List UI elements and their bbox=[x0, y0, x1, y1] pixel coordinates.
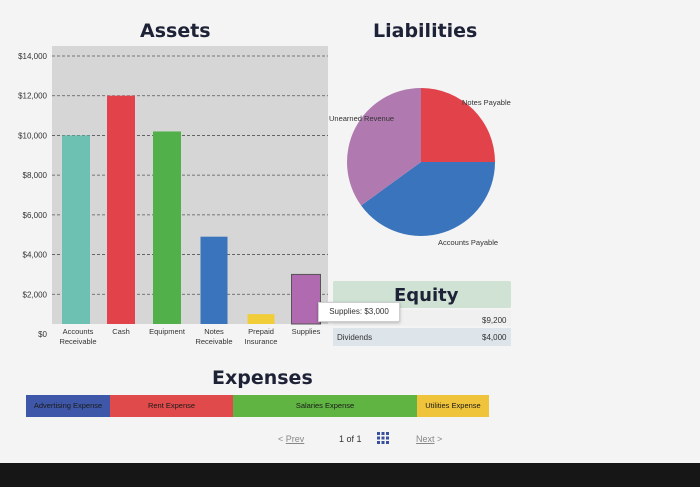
equity-title: Equity bbox=[394, 285, 459, 306]
y-tick-label: $8,000 bbox=[23, 171, 48, 180]
pie-slice-accounts-payable[interactable] bbox=[361, 162, 495, 237]
bar-accounts-receivable[interactable] bbox=[62, 135, 90, 324]
bottom-bar bbox=[0, 463, 700, 487]
x-tick-label: Prepaid bbox=[248, 327, 274, 336]
x-tick-label: Notes bbox=[204, 327, 224, 336]
y-axis-labels: $14,000 $12,000 $10,000 $8,000 $6,000 $4,000 $… bbox=[18, 52, 47, 339]
y-tick-label: $6,000 bbox=[23, 211, 48, 220]
dividends-value: $4,000 bbox=[482, 333, 507, 342]
next-label: Next bbox=[416, 434, 435, 444]
chevron-left-icon: < bbox=[278, 434, 286, 444]
x-tick-label: Equipment bbox=[149, 327, 186, 336]
pie-label: Accounts Payable bbox=[438, 238, 498, 247]
x-tick-label: Receivable bbox=[195, 337, 232, 346]
pie-label: Unearned Revenue bbox=[329, 114, 394, 123]
y-tick-label: $4,000 bbox=[23, 251, 48, 260]
dividends-row bbox=[333, 328, 511, 346]
bar-supplies[interactable] bbox=[291, 273, 321, 325]
dividends-label: Dividends bbox=[337, 333, 373, 342]
asset-bars bbox=[62, 95, 321, 325]
pie-label: Notes Payable bbox=[462, 98, 511, 107]
assets-title: Assets bbox=[140, 20, 211, 42]
y-tick-label: $14,000 bbox=[18, 52, 47, 61]
expenses-title: Expenses bbox=[212, 367, 313, 389]
supplies-tooltip: Supplies: $3,000 bbox=[318, 302, 400, 322]
y-tick-label: $2,000 bbox=[23, 290, 48, 299]
bar-cash[interactable] bbox=[107, 95, 135, 324]
bar-prepaid-insurance[interactable] bbox=[247, 314, 275, 324]
liabilities-title: Liabilities bbox=[373, 20, 478, 42]
equity-value: $9,200 bbox=[482, 316, 507, 325]
bar-equipment[interactable] bbox=[153, 131, 181, 324]
plot-background bbox=[52, 46, 328, 324]
expense-segment-rent[interactable]: Rent Expense bbox=[110, 395, 233, 417]
grid-icon[interactable] bbox=[377, 432, 389, 444]
pie-slice-unearned-revenue[interactable] bbox=[347, 88, 421, 206]
page-indicator: 1 of 1 bbox=[339, 434, 362, 444]
pie-slice-notes-payable[interactable] bbox=[421, 88, 495, 162]
y-tick-label: $0 bbox=[38, 330, 47, 339]
x-tick-label: Supplies bbox=[292, 327, 321, 336]
charts-canvas: $14,000 $12,000 $10,000 $8,000 $6,000 $4,000 $… bbox=[18, 46, 511, 346]
gridlines bbox=[52, 55, 328, 295]
x-tick-label: Accounts bbox=[63, 327, 94, 336]
x-tick-label: Receivable bbox=[59, 337, 96, 346]
prev-button[interactable]: < Prev bbox=[278, 434, 304, 444]
chevron-right-icon: > bbox=[434, 434, 443, 444]
y-tick-label: $12,000 bbox=[18, 92, 47, 101]
liabilities-pie: Notes Payable Accounts Payable Unearned Re… bbox=[329, 88, 511, 247]
x-tick-label: Cash bbox=[112, 327, 130, 336]
prev-label: Prev bbox=[285, 434, 305, 444]
expense-segment-salaries[interactable]: Salaries Expense bbox=[233, 395, 417, 417]
y-tick-label: $10,000 bbox=[18, 131, 47, 140]
x-tick-label: Insurance bbox=[245, 337, 278, 346]
expense-segment-utilities[interactable]: Utilities Expense bbox=[417, 395, 489, 417]
next-button[interactable]: Next > bbox=[416, 434, 442, 444]
expense-segment-advertising[interactable]: Advertising Expense bbox=[26, 395, 110, 417]
bar-notes-receivable[interactable] bbox=[200, 236, 228, 324]
